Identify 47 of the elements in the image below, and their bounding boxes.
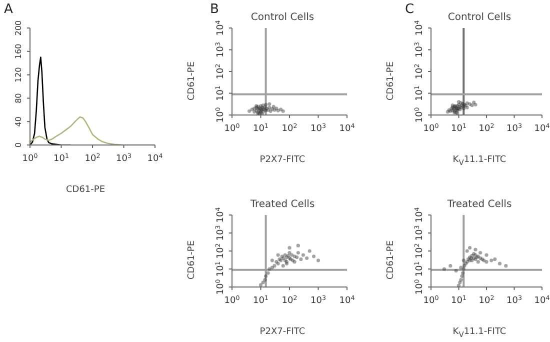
y-axis-title: CD61-PE [187,239,197,282]
x-tick-label: 10$^{2}$ [282,122,298,134]
x-tick-label: 10$^{4}$ [339,294,355,306]
text: A [4,2,13,17]
x-axis-title: P2X7-FITC [258,155,306,165]
x-tick-label: 10$^{4}$ [534,294,550,306]
chart-title: Control Cells [250,12,314,23]
y-tick-label: 0 [14,142,23,148]
y-tick-label: 120 [14,67,23,82]
x-tick-label: 10$^{4}$ [534,122,550,134]
y-axis-title: CD61-PE [386,60,396,102]
chart-title: Control Cells [448,12,512,23]
x-axis-title: K$_{V}$11.1-FITC [452,327,508,339]
text: C [405,2,414,17]
x-tick-label: 10$^{1}$ [253,294,268,306]
y-axis-title: CD61-PE [187,60,197,102]
x-tick-label: 10$^{3}$ [310,122,326,134]
y-tick-label: 80 [14,93,23,104]
x-tick-label: 10$^{1}$ [451,122,466,134]
x-axis-title: P2X7-FITC [258,327,306,337]
y-tick-label: 40 [14,116,23,127]
x-tick-label: 10$^{0}$ [423,294,439,306]
y-tick-label: 200 [14,20,23,36]
x-tick-label: 10$^{2}$ [478,122,494,134]
x-tick-label: 10$^{2}$ [84,152,100,164]
x-axis-title: K$_{V}$11.1-FITC [452,155,508,167]
x-axis-title: CD61-PE [64,185,106,195]
x-tick-label: 10$^{3}$ [506,122,522,134]
x-tick-label: 10$^{0}$ [224,294,240,306]
x-tick-label: 10$^{1}$ [54,152,69,164]
x-tick-label: 10$^{3}$ [116,152,132,164]
x-tick-label: 10$^{2}$ [478,294,494,306]
chart-title: Treated Cells [447,199,512,210]
y-tick-label: 160 [14,44,23,60]
chart-title: Treated Cells [250,199,315,210]
x-tick-label: 10$^{4}$ [147,152,163,164]
x-tick-label: 10$^{0}$ [22,152,38,164]
x-tick-label: 10$^{4}$ [339,122,355,134]
x-tick-label: 10$^{1}$ [451,294,466,306]
x-tick-label: 10$^{3}$ [310,294,326,306]
x-tick-label: 10$^{0}$ [224,122,240,134]
x-tick-label: 10$^{2}$ [282,294,298,306]
x-tick-label: 10$^{0}$ [423,122,439,134]
x-tick-label: 10$^{1}$ [253,122,268,134]
y-axis-title: CD61-PE [386,239,396,282]
x-tick-label: 10$^{3}$ [506,294,522,306]
text: B [210,2,219,17]
